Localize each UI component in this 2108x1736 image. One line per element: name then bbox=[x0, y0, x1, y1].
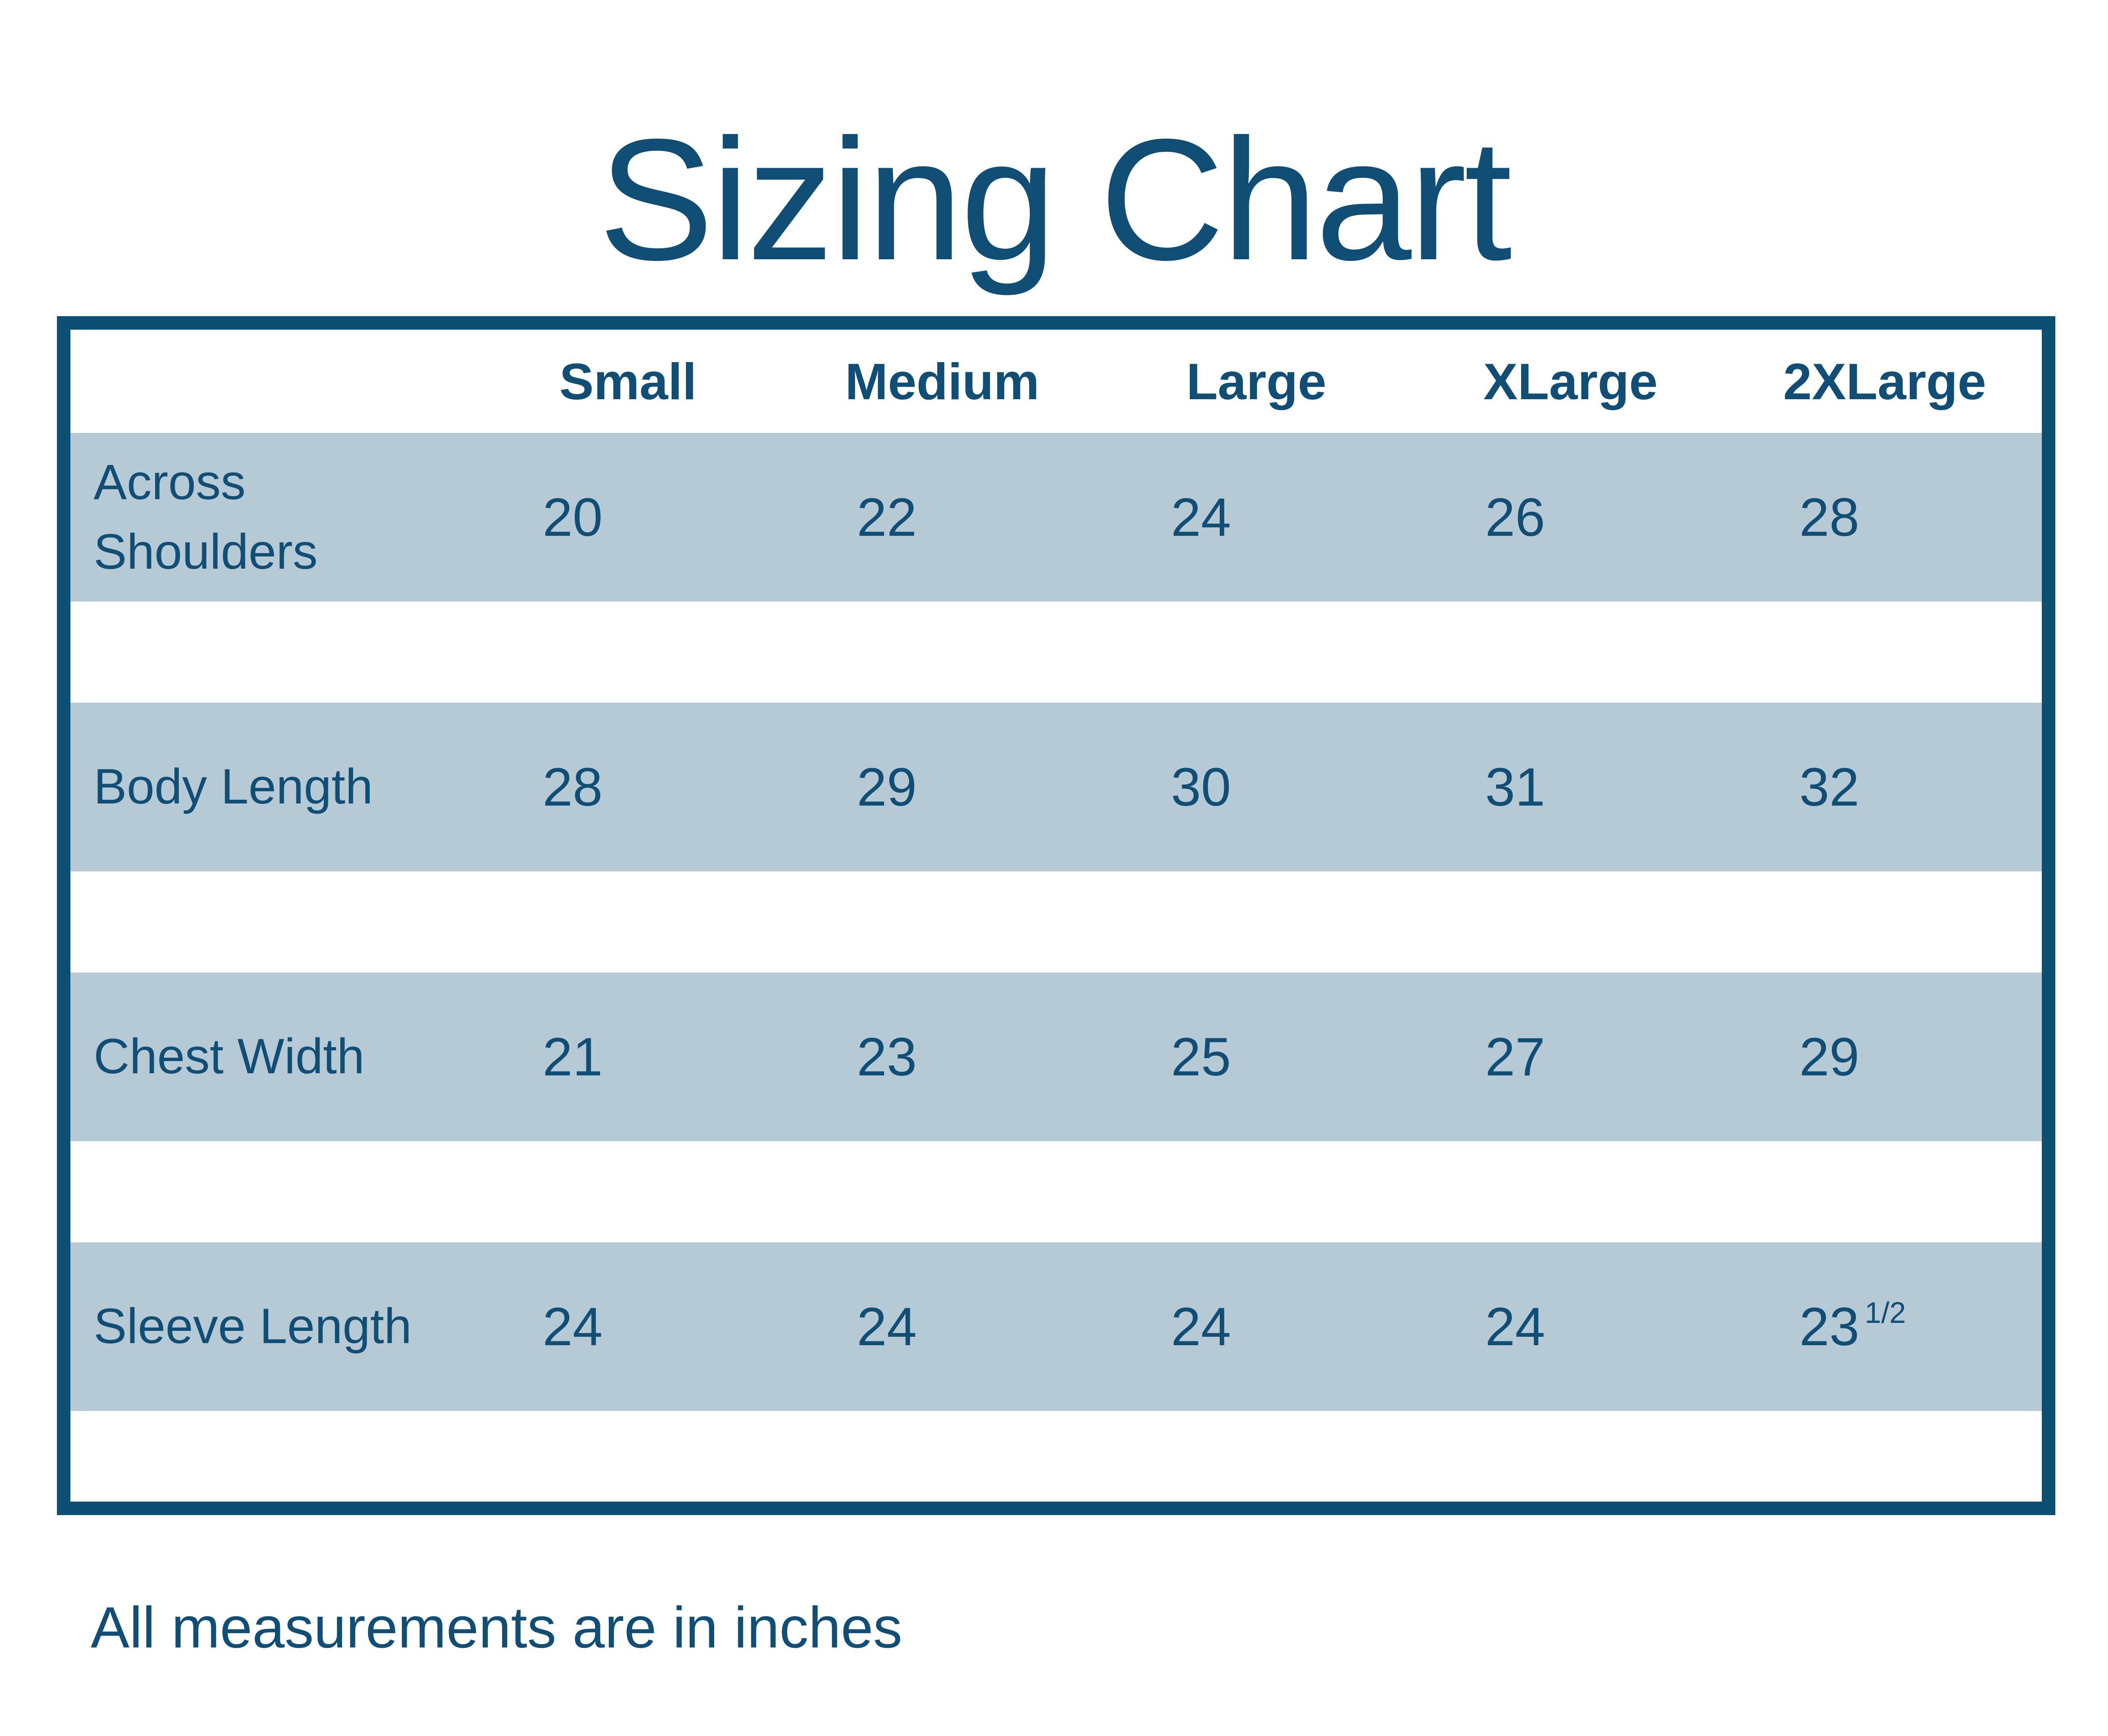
row-spacer bbox=[70, 602, 2042, 703]
table-row-chest-width: Chest Width 21 23 25 27 29 bbox=[70, 973, 2042, 1141]
value-cell: 32 bbox=[1799, 757, 1860, 817]
value-cell: 31 bbox=[1485, 757, 1545, 817]
value-cell: 20 bbox=[543, 487, 603, 548]
footer-note: All measurements are in inches bbox=[91, 1595, 903, 1660]
column-header-large: Large bbox=[1186, 352, 1327, 410]
value-cell: 22 bbox=[857, 487, 917, 548]
column-header-small: Small bbox=[559, 352, 697, 410]
value-cell: 29 bbox=[1799, 1027, 1860, 1087]
row-spacer bbox=[70, 1141, 2042, 1242]
value-cell: 28 bbox=[543, 757, 603, 817]
value-cell: 28 bbox=[1799, 487, 1860, 548]
column-header-xlarge: XLarge bbox=[1483, 352, 1658, 410]
value-cell: 24 bbox=[1171, 487, 1231, 548]
table-row-across-shoulders: Across Shoulders 20 22 24 26 28 bbox=[70, 433, 2042, 602]
value-cell: 24 bbox=[857, 1296, 917, 1357]
value-cell: 30 bbox=[1171, 757, 1231, 817]
table-row-body-length: Body Length 28 29 30 31 32 bbox=[70, 703, 2042, 871]
value-cell: 24 bbox=[1171, 1296, 1231, 1357]
page-title: Sizing Chart bbox=[598, 103, 1512, 296]
value-cell: 24 bbox=[543, 1296, 603, 1357]
value-cell: 29 bbox=[857, 757, 917, 817]
row-label: Sleeve Length bbox=[94, 1298, 412, 1354]
sizing-table: Small Medium Large XLarge 2XLarge Across… bbox=[57, 316, 2055, 1515]
column-header-medium: Medium bbox=[845, 352, 1040, 410]
fraction-superscript: 1/2 bbox=[1864, 1296, 1906, 1330]
row-label: Chest Width bbox=[94, 1029, 365, 1085]
value-cell: 25 bbox=[1171, 1027, 1231, 1087]
value-cell: 23 bbox=[857, 1027, 917, 1087]
table-header-row: Small Medium Large XLarge 2XLarge bbox=[70, 330, 2042, 433]
value-cell: 23 1/2 bbox=[1728, 1296, 2042, 1358]
value-cell: 24 bbox=[1485, 1296, 1545, 1357]
value-whole-number: 23 bbox=[1799, 1296, 1860, 1357]
value-cell: 27 bbox=[1485, 1027, 1545, 1087]
row-label: Body Length bbox=[94, 759, 373, 815]
value-cell: 26 bbox=[1485, 487, 1545, 548]
column-header-2xlarge: 2XLarge bbox=[1783, 352, 1987, 410]
value-cell: 21 bbox=[543, 1027, 603, 1087]
row-spacer bbox=[70, 871, 2042, 973]
table-row-sleeve-length: Sleeve Length 24 24 24 24 23 1/2 bbox=[70, 1242, 2042, 1411]
row-label: Across Shoulders bbox=[94, 454, 318, 580]
